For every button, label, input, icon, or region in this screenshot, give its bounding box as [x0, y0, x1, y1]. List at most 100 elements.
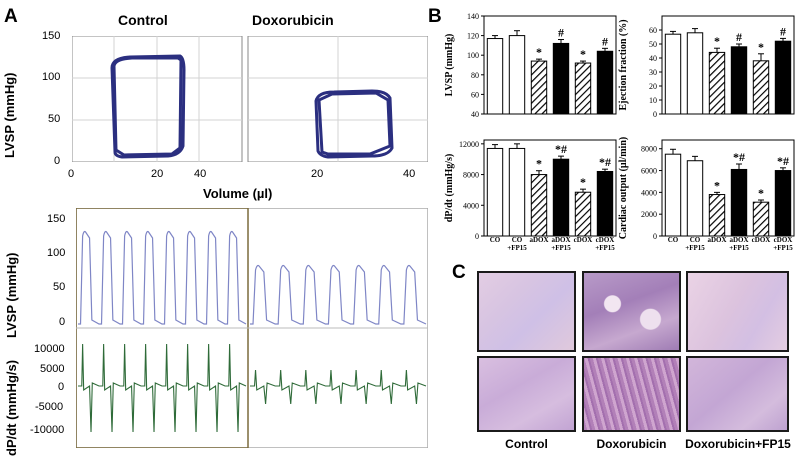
- y-tick-label: 120: [467, 32, 479, 41]
- chart-cardiac-output: 8000 6000 4000 2000 0 Cardiac output (µl/min)…: [618, 137, 795, 252]
- y-tick-label: 140: [467, 12, 479, 21]
- category-label: aDOX +FP15: [729, 236, 749, 252]
- bar: [486, 38, 504, 115]
- y-tick-label: 8000: [641, 145, 657, 154]
- chart-frame: [483, 139, 617, 237]
- histology-doxorubicin-top: [582, 271, 681, 352]
- bar: [730, 46, 748, 115]
- bar: [752, 201, 770, 237]
- pv-ytick: 100: [42, 71, 61, 83]
- category-label: aDOX: [529, 236, 548, 244]
- significance-mark: *: [714, 178, 720, 192]
- significance-mark: *: [714, 34, 720, 48]
- significance-mark: *: [580, 47, 586, 61]
- bar: [686, 32, 704, 115]
- category-label: cDOX: [574, 236, 593, 244]
- pv-ytick: 50: [48, 113, 61, 125]
- pv-plot-doxorubicin: [247, 36, 428, 162]
- y-tick-label: 12000: [459, 140, 479, 149]
- y-tick-label: 80: [471, 71, 479, 80]
- y-axis-label: LVSP (mmHg): [444, 34, 455, 97]
- dpdt-tick: 5000: [40, 363, 65, 375]
- lvsp-tick: 150: [47, 213, 66, 225]
- y-tick-label: 30: [649, 68, 657, 77]
- histology-doxorubicin-fp15-top: [686, 271, 789, 352]
- dpdt-tick: -10000: [30, 424, 65, 436]
- category-label: CO: [490, 236, 501, 244]
- y-tick-label: 4000: [641, 188, 657, 197]
- pressure-traces: [76, 208, 428, 448]
- bar: [596, 170, 614, 237]
- significance-mark: *: [758, 40, 764, 54]
- bar: [574, 191, 592, 237]
- bar: [552, 42, 570, 115]
- chart-lvsp: 140 120 100 80 60 40 LVSP (mmHg) * # * #: [444, 12, 617, 119]
- dpdt-trace-doxorubicin: [250, 369, 427, 405]
- category-label: cDOX +FP15: [773, 236, 793, 252]
- pv-loop-plots: [72, 36, 428, 162]
- significance-mark: *#: [777, 154, 789, 168]
- y-tick-label: 100: [467, 51, 479, 60]
- significance-mark: *: [536, 157, 542, 171]
- significance-mark: #: [602, 34, 608, 48]
- pv-title-control: Control: [118, 12, 168, 28]
- dpdt-trace-label: dP/dt (mmHg/s): [4, 359, 19, 456]
- pv-loop-control: [110, 54, 186, 159]
- pv-xtick: 40: [403, 168, 416, 180]
- significance-mark: *: [536, 45, 542, 59]
- y-tick-label: 8000: [463, 171, 479, 180]
- pv-loop-doxorubicin: [314, 89, 394, 159]
- significance-mark: #: [736, 30, 742, 44]
- category-label: CO +FP15: [507, 236, 527, 252]
- bar: [752, 60, 770, 115]
- pv-x-axis-label: Volume (µl): [203, 186, 273, 201]
- category-label: cDOX: [752, 236, 771, 244]
- y-tick-label: 0: [653, 110, 657, 119]
- bar: [774, 40, 792, 115]
- bar: [508, 147, 526, 237]
- pv-xtick: 20: [311, 168, 324, 180]
- bar: [508, 35, 526, 115]
- lvsp-tick: 100: [47, 247, 66, 259]
- category-label: aDOX: [707, 236, 726, 244]
- dpdt-trace-control: [78, 343, 247, 433]
- chart-frame: [661, 15, 795, 115]
- bar: [596, 50, 614, 115]
- dpdt-tick: 10000: [34, 343, 65, 355]
- histology-label-doxorubicin-fp15: Doxorubicin+FP15: [685, 437, 791, 451]
- y-tick-label: 4000: [463, 201, 479, 210]
- pv-ytick: 150: [42, 30, 61, 42]
- y-tick-label: 2000: [641, 210, 657, 219]
- panel-letter-a: A: [4, 6, 18, 27]
- histology-doxorubicin-bottom: [582, 356, 681, 432]
- y-tick-label: 6000: [641, 167, 657, 176]
- pv-y-axis-label: LVSP (mmHg): [2, 72, 17, 158]
- category-label: CO: [668, 236, 679, 244]
- lvsp-tick: 50: [53, 281, 66, 293]
- dpdt-tick: -5000: [35, 401, 64, 413]
- chart-ejection-fraction: 60 50 40 30 20 10 0 Ejection fraction (%) * # * #: [618, 15, 795, 119]
- bar: [552, 158, 570, 237]
- histology-control-bottom: [477, 356, 576, 432]
- bar: [708, 51, 726, 115]
- lvsp-trace-doxorubicin: [250, 264, 427, 325]
- lvsp-trace-label: LVSP (mmHg): [4, 252, 19, 338]
- lvsp-trace-control: [78, 230, 247, 325]
- y-tick-label: 0: [653, 232, 657, 241]
- y-tick-label: 20: [649, 82, 657, 91]
- histology-label-control: Control: [505, 437, 548, 451]
- y-axis-label: dP/dt (mmHg/s): [444, 154, 455, 223]
- histology-control-top: [477, 271, 576, 352]
- bar: [774, 170, 792, 237]
- significance-mark: *#: [733, 150, 745, 164]
- y-tick-label: 10: [649, 96, 657, 105]
- pv-title-doxorubicin: Doxorubicin: [252, 12, 334, 28]
- pv-plot-control: [72, 36, 243, 162]
- significance-mark: #: [780, 24, 786, 38]
- significance-mark: #: [558, 26, 564, 40]
- y-tick-label: 60: [471, 90, 479, 99]
- y-tick-label: 0: [475, 232, 479, 241]
- significance-mark: *#: [599, 155, 611, 169]
- bar: [708, 194, 726, 237]
- y-axis-label: Cardiac output (µl/min): [618, 137, 629, 239]
